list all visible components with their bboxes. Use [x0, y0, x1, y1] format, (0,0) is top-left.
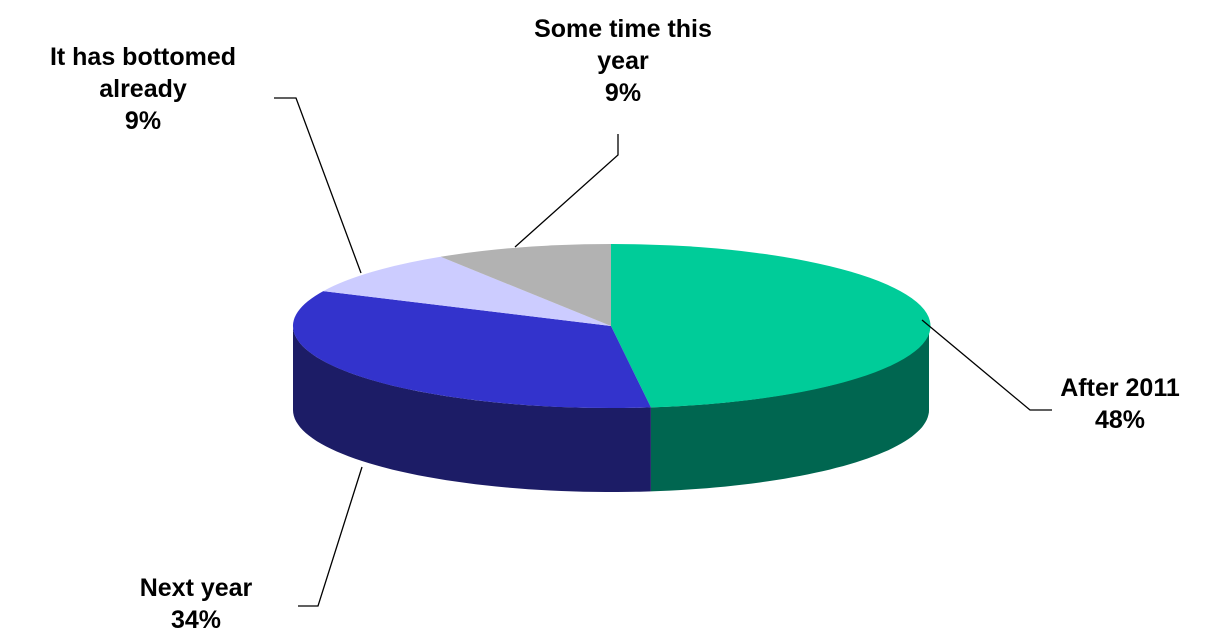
slice-labels: After 2011 48% Next year 34% It has bottomed… [50, 15, 1180, 634]
leader-line-1 [298, 466, 363, 607]
leader-line-0 [921, 319, 1052, 411]
slice-2 [323, 256, 611, 326]
slice-1 [292, 291, 651, 409]
slice-value-label-3: 9% [605, 79, 641, 107]
slice-label-2-line-0: It has bottomed [50, 43, 236, 71]
leader-lines [274, 97, 1052, 607]
slice-0 [611, 243, 931, 408]
slice-side-0 [650, 326, 929, 492]
slice-label-0-line-0: After 2011 [1060, 374, 1180, 402]
slice-label-3-line-0: Some time this [534, 15, 712, 43]
leader-line-3 [514, 134, 619, 248]
slice-value-label-2: 9% [125, 107, 161, 135]
slice-label-1-line-0: Next year [140, 574, 253, 602]
slice-value-label-0: 48% [1095, 406, 1145, 434]
slice-value-label-1: 34% [171, 606, 221, 634]
pie-top [292, 243, 931, 409]
leader-line-2 [274, 97, 362, 274]
slice-label-2-line-1: already [99, 75, 187, 103]
slice-3 [440, 244, 611, 326]
slice-label-3-line-1: year [597, 47, 649, 75]
pie-sides [293, 326, 929, 492]
slice-side-1 [293, 326, 651, 492]
